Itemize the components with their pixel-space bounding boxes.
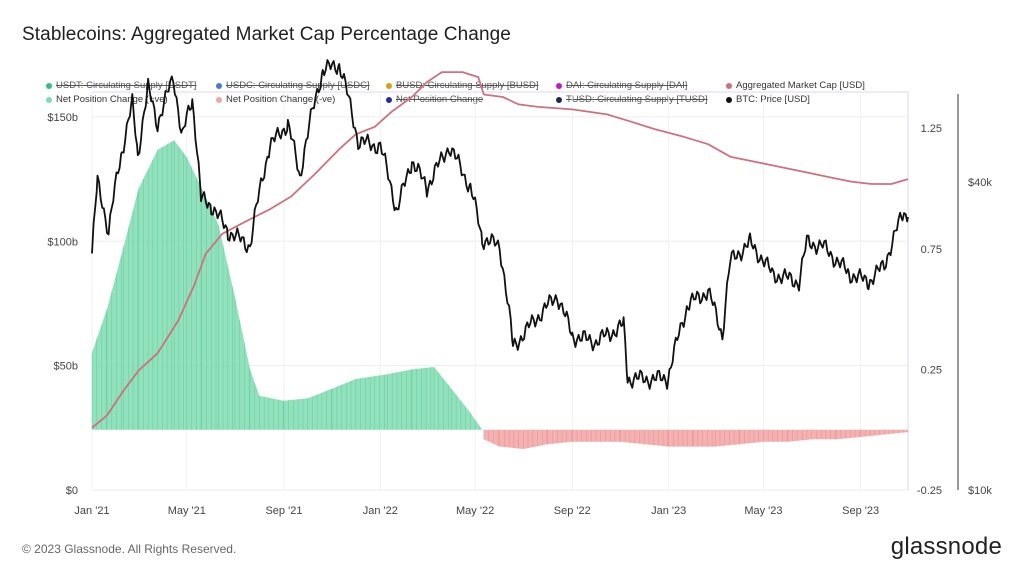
btc-axis-tick-label: $40k bbox=[968, 177, 992, 189]
legend-label: DAI: Circulating Supply [DAI] bbox=[566, 80, 688, 91]
legend-label: BUSD: Circulating Supply [BUSD] bbox=[396, 80, 539, 91]
legend-marker-icon bbox=[386, 96, 392, 103]
chart-legend: USDT: Circulating Supply [USDT] USDC: Cir… bbox=[46, 80, 866, 105]
left-axis-tick-label: $0 bbox=[66, 485, 78, 497]
right-axis-tick-label: 0.75 bbox=[921, 244, 942, 256]
legend-marker-icon bbox=[556, 96, 562, 103]
legend-label: Net Position Change bbox=[396, 94, 484, 105]
legend-label: Aggregated Market Cap [USD] bbox=[736, 80, 865, 91]
legend-label: USDC: Circulating Supply [USDC] bbox=[226, 80, 370, 91]
x-axis-tick-label: May '21 bbox=[168, 505, 206, 517]
legend-item[interactable]: USDC: Circulating Supply [USDC] bbox=[216, 80, 386, 91]
right-axis-tick-label: -0.25 bbox=[917, 485, 942, 497]
legend-marker-icon bbox=[556, 82, 562, 89]
btc-axis-tick-label: $10k bbox=[968, 485, 992, 497]
btc-price-line bbox=[91, 59, 909, 390]
legend-marker-icon bbox=[216, 82, 222, 89]
x-axis-tick-label: Jan '22 bbox=[363, 505, 398, 517]
left-axis-tick-label: $100b bbox=[47, 236, 78, 248]
right-axis-tick-label: 1.25 bbox=[921, 123, 942, 135]
net-position-area bbox=[483, 429, 908, 449]
legend-label: BTC: Price [USD] bbox=[736, 94, 810, 105]
legend-marker-icon bbox=[216, 96, 222, 103]
x-axis-tick-label: Sep '23 bbox=[842, 505, 879, 517]
legend-label: TUSD: Circulating Supply [TUSD] bbox=[566, 94, 708, 105]
copyright-footer: © 2023 Glassnode. All Rights Reserved. bbox=[22, 542, 237, 556]
legend-marker-icon bbox=[386, 82, 392, 89]
x-axis-tick-label: Sep '22 bbox=[554, 505, 591, 517]
legend-item[interactable]: Aggregated Market Cap [USD] bbox=[726, 80, 896, 91]
legend-label: Net Position Change (-ve) bbox=[226, 94, 336, 105]
legend-item[interactable]: Net Position Change bbox=[386, 94, 556, 105]
brand-logo: glassnode bbox=[890, 533, 1002, 560]
left-axis-tick-label: $50b bbox=[54, 361, 78, 373]
legend-marker-icon bbox=[726, 96, 732, 103]
legend-item[interactable]: USDT: Circulating Supply [USDT] bbox=[46, 80, 216, 91]
legend-item[interactable]: DAI: Circulating Supply [DAI] bbox=[556, 80, 726, 91]
legend-item[interactable]: TUSD: Circulating Supply [TUSD] bbox=[556, 94, 726, 105]
x-axis-tick-label: May '22 bbox=[456, 505, 494, 517]
legend-marker-icon bbox=[46, 82, 52, 89]
chart-title: Stablecoins: Aggregated Market Cap Perce… bbox=[22, 24, 511, 45]
x-axis-tick-label: May '23 bbox=[744, 505, 782, 517]
market-cap-line bbox=[91, 71, 909, 429]
legend-label: USDT: Circulating Supply [USDT] bbox=[56, 80, 197, 91]
x-axis-tick-label: Sep '21 bbox=[265, 505, 302, 517]
x-axis-tick-label: Jan '23 bbox=[651, 505, 686, 517]
legend-marker-icon bbox=[726, 82, 732, 89]
net-position-area bbox=[92, 140, 483, 430]
legend-item[interactable]: Net Position Change (+ve) bbox=[46, 94, 216, 105]
legend-item[interactable]: BTC: Price [USD] bbox=[726, 94, 896, 105]
left-axis-tick-label: $150b bbox=[47, 112, 78, 124]
legend-label: Net Position Change (+ve) bbox=[56, 94, 168, 105]
legend-item[interactable]: Net Position Change (-ve) bbox=[216, 94, 386, 105]
right-axis-tick-label: 0.25 bbox=[921, 364, 942, 376]
x-axis-tick-label: Jan '21 bbox=[74, 505, 109, 517]
legend-item[interactable]: BUSD: Circulating Supply [BUSD] bbox=[386, 80, 556, 91]
legend-marker-icon bbox=[46, 96, 52, 103]
